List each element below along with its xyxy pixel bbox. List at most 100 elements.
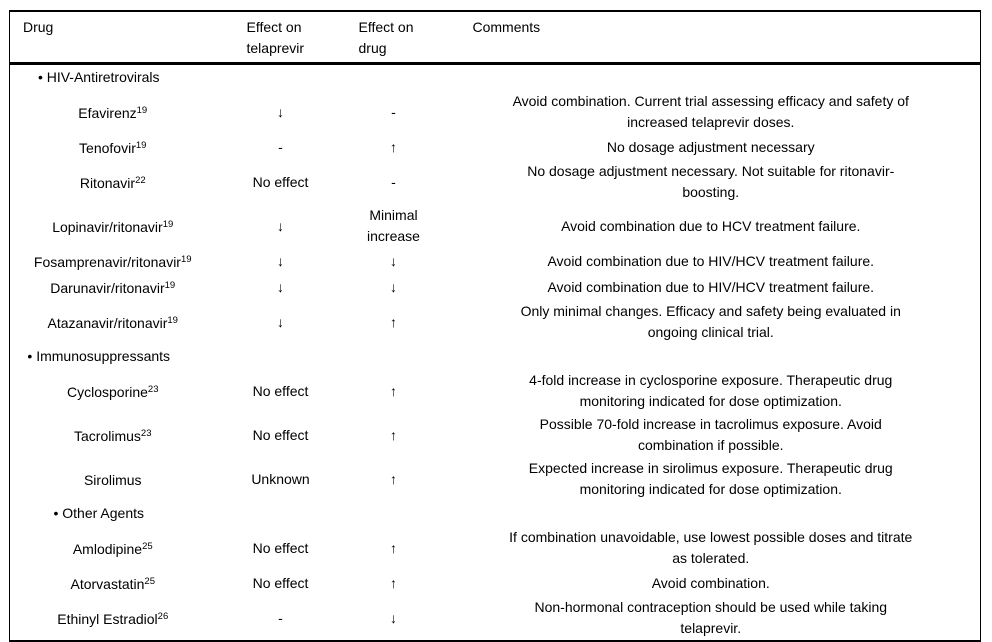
reference-superscript: 23 <box>140 428 152 439</box>
table-row-efavirenz: Efavirenz19 ↓ - Avoid combination. Curre… <box>10 90 981 134</box>
table-row-atorvastatin: Atorvastatin25 No effect ↑ Avoid combina… <box>10 570 981 596</box>
comment-cell: Expected increase in sirolimus exposure.… <box>528 460 893 497</box>
table-row-darunavir-ritonavir: Darunavir/ritonavir19 ↓ ↓ Avoid combinat… <box>10 274 981 300</box>
empty-cell <box>346 64 442 91</box>
reference-superscript: 19 <box>136 105 148 116</box>
drug-name: Ethinyl Estradiol <box>57 611 158 627</box>
header-effect-on-drug: Effect on drug <box>345 11 442 65</box>
table-body: • HIV-Antiretrovirals Efavirenz19 ↓ - Av… <box>10 64 981 642</box>
table-row-tacrolimus: Tacrolimus23 No effect ↑ Possible 70-fol… <box>10 413 981 457</box>
effect-on-drug-cell: ↓ <box>390 278 397 295</box>
comment-cell: Non-hormonal contraception should be use… <box>534 599 888 636</box>
effect-on-drug-cell: ↓ <box>390 252 397 269</box>
drug-name-cell: Atazanavir/ritonavir19 <box>10 300 216 344</box>
empty-cell <box>216 64 346 91</box>
effect-on-telaprevir-cell: - <box>278 609 283 626</box>
effect-on-drug-cell: ↑ <box>390 138 397 155</box>
drug-name-cell: Amlodipine25 <box>10 526 216 570</box>
effect-on-telaprevir-cell: Unknown <box>251 470 310 487</box>
effect-on-telaprevir-cell: No effect <box>252 426 309 443</box>
header-row: Drug Effect on telaprevir Effect on drug… <box>9 11 981 65</box>
effect-on-telaprevir-cell: ↓ <box>277 252 284 269</box>
reference-superscript: 19 <box>162 219 174 230</box>
drug-name-cell: Cyclosporine23 <box>10 369 216 413</box>
table-row-lopinavir-ritonavir: Lopinavir/ritonavir19 ↓ Minimal increase… <box>10 204 981 248</box>
reference-superscript: 19 <box>164 280 176 291</box>
drug-name-cell: Efavirenz19 <box>10 90 216 134</box>
header-drug: Drug <box>9 11 216 65</box>
effect-on-drug-cell: ↑ <box>390 539 397 556</box>
reference-superscript: 26 <box>157 611 169 622</box>
empty-cell <box>346 501 442 526</box>
effect-on-telaprevir-cell: ↓ <box>277 278 284 295</box>
effect-on-drug-cell: Minimal increase <box>367 207 420 244</box>
effect-on-drug-cell: ↑ <box>390 426 397 443</box>
drug-name: Amlodipine <box>72 541 143 557</box>
effect-on-telaprevir-cell: ↓ <box>277 217 284 234</box>
effect-on-drug-cell: ↑ <box>390 382 397 399</box>
comment-cell: No dosage adjustment necessary. Not suit… <box>527 163 895 200</box>
drug-name: Sirolimus <box>83 472 142 488</box>
table-row-tenofovir: Tenofovir19 - ↑ No dosage adjustment nec… <box>10 134 981 160</box>
table-row-amlodipine: Amlodipine25 No effect ↑ If combination … <box>10 526 981 570</box>
drug-name: Tenofovir <box>79 140 136 156</box>
effect-on-telaprevir-cell: No effect <box>252 382 309 399</box>
empty-cell <box>442 501 981 526</box>
effect-on-drug-cell: ↑ <box>390 470 397 487</box>
drug-name-cell: Atorvastatin25 <box>10 570 216 596</box>
table-row-fosamprenavir-ritonavir: Fosamprenavir/ritonavir19 ↓ ↓ Avoid comb… <box>10 248 981 274</box>
comment-cell: Avoid combination. <box>651 574 770 591</box>
drug-interaction-table: Drug Effect on telaprevir Effect on drug… <box>9 10 981 642</box>
comment-cell: Avoid combination due to HIV/HCV treatme… <box>547 252 875 269</box>
empty-cell <box>442 344 981 369</box>
table-row-cyclosporine: Cyclosporine23 No effect ↑ 4-fold increa… <box>10 369 981 413</box>
effect-on-drug-cell: ↓ <box>390 609 397 626</box>
effect-on-telaprevir-cell: No effect <box>252 539 309 556</box>
drug-name: Fosamprenavir/ritonavir <box>33 254 181 270</box>
table-row-ritonavir: Ritonavir22 No effect - No dosage adjust… <box>10 160 981 204</box>
empty-cell <box>442 64 981 91</box>
drug-name: Tacrolimus <box>74 428 141 444</box>
drug-name-cell: Sirolimus <box>10 457 216 501</box>
reference-superscript: 19 <box>135 140 147 151</box>
reference-superscript: 19 <box>180 254 192 265</box>
drug-name: Efavirenz <box>78 105 137 121</box>
drug-name: Cyclosporine <box>66 384 148 400</box>
effect-on-drug-cell: - <box>391 103 396 120</box>
header-effect-on-telaprevir: Effect on telaprevir <box>215 11 346 65</box>
reference-superscript: 25 <box>144 576 155 587</box>
comment-cell: 4-fold increase in cyclosporine exposure… <box>529 372 893 409</box>
section-row-hiv-antiretrovirals: • HIV-Antiretrovirals <box>10 64 981 91</box>
drug-name-cell: Tacrolimus23 <box>10 413 216 457</box>
effect-on-drug-cell: ↑ <box>390 313 397 330</box>
comment-cell: Avoid combination due to HCV treatment f… <box>561 217 861 234</box>
table-row-ethinyl-estradiol: Ethinyl Estradiol26 - ↓ Non-hormonal con… <box>10 596 981 641</box>
effect-on-telaprevir-cell: No effect <box>252 173 309 190</box>
drug-name-cell: Lopinavir/ritonavir19 <box>10 204 216 248</box>
drug-name: Darunavir/ritonavir <box>50 280 165 296</box>
empty-cell <box>216 344 346 369</box>
comment-cell: Only minimal changes. Efficacy and safet… <box>520 303 901 340</box>
effect-on-drug-cell: ↑ <box>390 574 397 591</box>
drug-name-cell: Ritonavir22 <box>10 160 216 204</box>
effect-on-drug-cell: - <box>391 173 396 190</box>
table-row-atazanavir-ritonavir: Atazanavir/ritonavir19 ↓ ↑ Only minimal … <box>10 300 981 344</box>
section-row-immunosuppressants: • Immunosuppressants <box>10 344 981 369</box>
empty-cell <box>346 344 442 369</box>
section-row-other-agents: • Other Agents <box>10 501 981 526</box>
comment-cell: Avoid combination due to HIV/HCV treatme… <box>547 278 875 295</box>
reference-superscript: 19 <box>167 315 178 326</box>
drug-name: Atorvastatin <box>70 576 145 592</box>
section-label: • Immunosuppressants <box>27 348 171 364</box>
header-comments: Comments <box>441 11 981 65</box>
effect-on-telaprevir-cell: ↓ <box>277 103 284 120</box>
table-header: Drug Effect on telaprevir Effect on drug… <box>9 11 981 65</box>
effect-on-telaprevir-cell: No effect <box>252 574 309 591</box>
section-label: • Other Agents <box>53 505 144 521</box>
section-label: • HIV-Antiretrovirals <box>37 69 160 85</box>
comment-cell: Avoid combination. Current trial assessi… <box>512 93 909 130</box>
drug-name-cell: Fosamprenavir/ritonavir19 <box>10 248 216 274</box>
comment-cell: No dosage adjustment necessary <box>606 138 815 155</box>
drug-name: Ritonavir <box>79 175 136 191</box>
